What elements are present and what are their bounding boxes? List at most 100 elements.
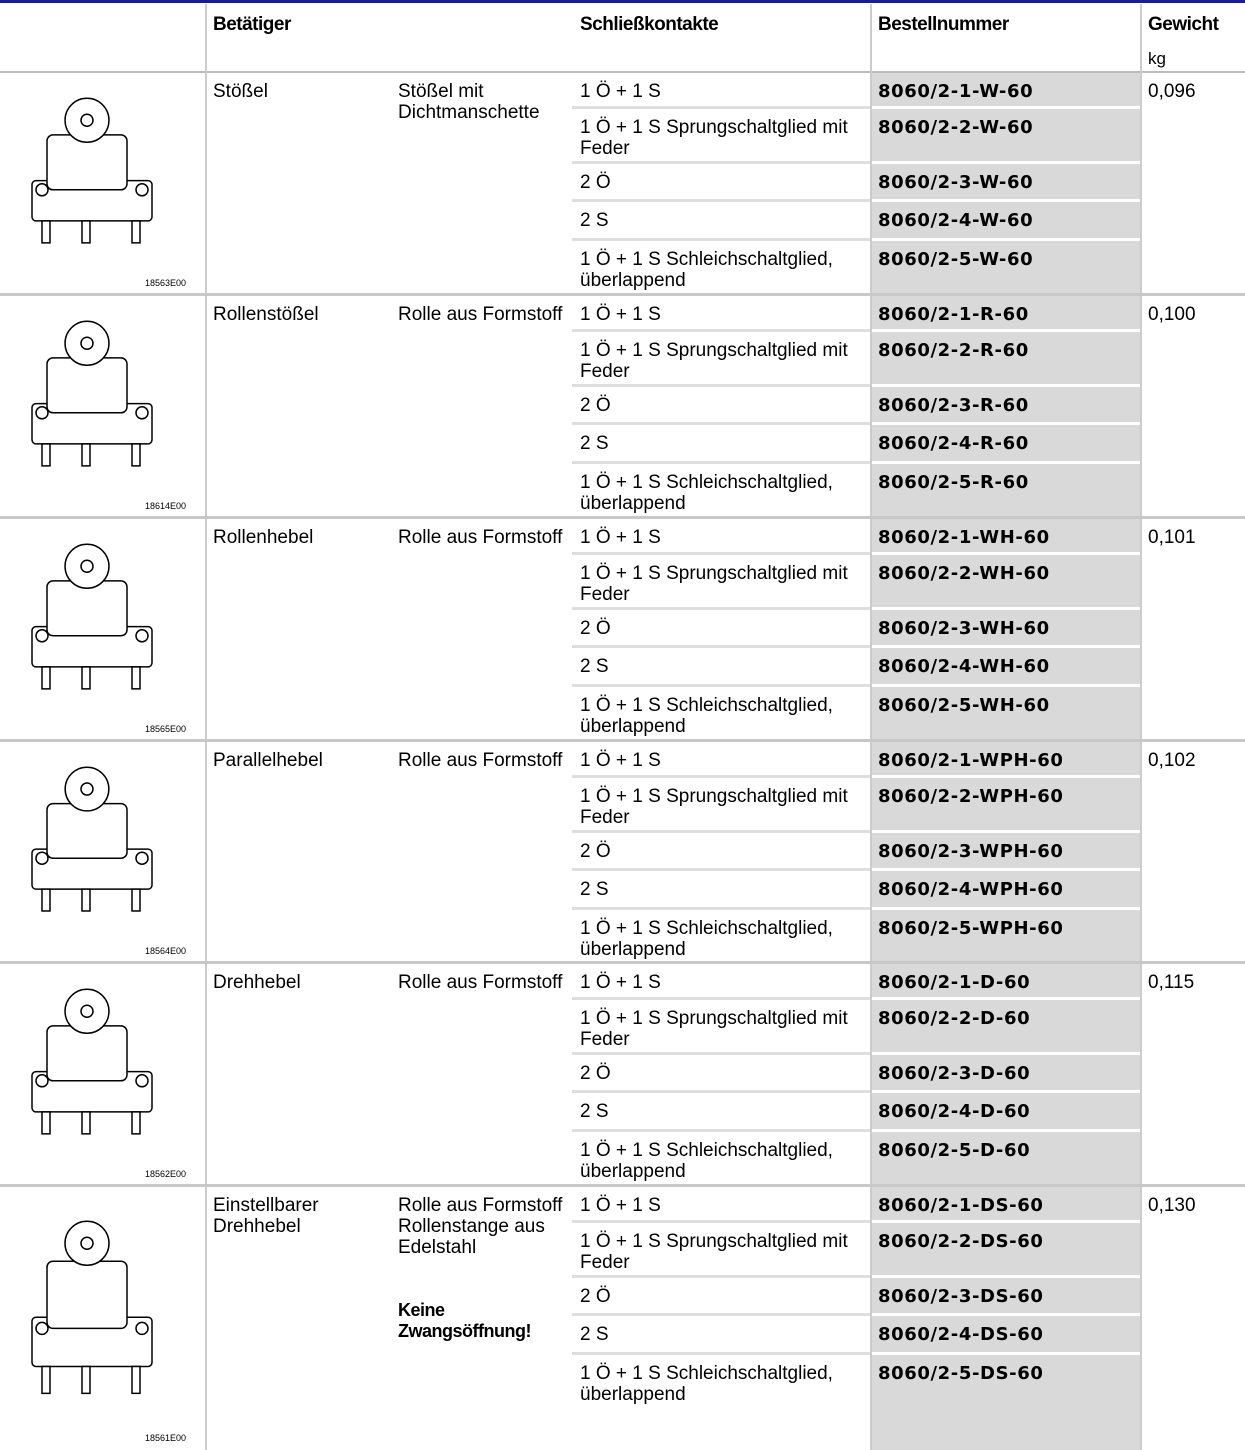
order-number: 8060/2-3-WPH-60 (870, 832, 1140, 862)
column-header: Gewicht (1140, 4, 1245, 35)
order-number: 8060/2-3-DS-60 (870, 1277, 1140, 1307)
contact: 1 Ö + 1 S Sprungschaltglied mit Feder (572, 999, 870, 1050)
order-number: 8060/2-3-D-60 (870, 1054, 1140, 1084)
contact: 2 Ö (572, 1277, 870, 1307)
weight: 0,102 (1140, 741, 1245, 771)
weight: 0,115 (1140, 963, 1245, 993)
contact: 2 Ö (572, 832, 870, 862)
order-number: 8060/2-4-WPH-60 (870, 870, 1140, 900)
contact: 1 Ö + 1 S (572, 295, 870, 325)
header-top-rule (0, 0, 1245, 3)
contact: 1 Ö + 1 S Schleichschaltglied, überlappe… (572, 1354, 870, 1405)
description: Rolle aus Formstoff Rollenstange aus Ede… (390, 1186, 572, 1258)
contact: 2 S (572, 1315, 870, 1345)
image-code: 18562E00 (145, 1164, 200, 1185)
product-illustration (12, 1194, 192, 1418)
warning: Keine Zwangsöffnung! (390, 1291, 572, 1342)
image-code: 18563E00 (145, 273, 200, 294)
order-number: 8060/2-1-DS-60 (870, 1186, 1140, 1216)
product-illustration (12, 80, 192, 263)
order-number: 8060/2-2-DS-60 (870, 1222, 1140, 1252)
order-number: 8060/2-2-W-60 (870, 108, 1140, 138)
order-number: 8060/2-2-D-60 (870, 999, 1140, 1029)
order-number: 8060/2-2-R-60 (870, 331, 1140, 361)
contact: 1 Ö + 1 S Schleichschaltglied, überlappe… (572, 240, 870, 291)
description: Stößel mit Dichtmanschette (390, 72, 572, 123)
image-code: 18565E00 (145, 719, 200, 740)
order-number: 8060/2-4-D-60 (870, 1092, 1140, 1122)
contact: 1 Ö + 1 S Schleichschaltglied, überlappe… (572, 909, 870, 960)
contact: 2 Ö (572, 609, 870, 639)
order-number: 8060/2-1-W-60 (870, 72, 1140, 102)
order-number: 8060/2-1-D-60 (870, 963, 1140, 993)
contact: 1 Ö + 1 S (572, 963, 870, 993)
contact: 1 Ö + 1 S (572, 1186, 870, 1216)
weight: 0,130 (1140, 1186, 1245, 1216)
actuator: Rollenstößel (205, 295, 390, 325)
contact: 2 Ö (572, 386, 870, 416)
contact: 1 Ö + 1 S Sprungschaltglied mit Feder (572, 331, 870, 382)
column-header: Betätiger (205, 4, 572, 35)
product-illustration (12, 749, 192, 931)
order-number: 8060/2-4-W-60 (870, 201, 1140, 231)
contact: 2 S (572, 201, 870, 231)
actuator: Stößel (205, 72, 390, 102)
contact: 2 S (572, 647, 870, 677)
order-number: 8060/2-4-WH-60 (870, 647, 1140, 677)
order-number: 8060/2-3-WH-60 (870, 609, 1140, 639)
order-number: 8060/2-5-DS-60 (870, 1354, 1140, 1384)
order-number: 8060/2-1-WH-60 (870, 518, 1140, 548)
order-number: 8060/2-4-R-60 (870, 424, 1140, 454)
product-illustration (12, 526, 192, 709)
order-number: 8060/2-2-WPH-60 (870, 777, 1140, 807)
contact: 1 Ö + 1 S Schleichschaltglied, überlappe… (572, 686, 870, 737)
description: Rolle aus Formstoff (390, 741, 572, 771)
image-code: 18564E00 (145, 941, 200, 962)
contact: 1 Ö + 1 S Sprungschaltglied mit Feder (572, 554, 870, 605)
weight: 0,101 (1140, 518, 1245, 548)
order-number: 8060/2-5-D-60 (870, 1131, 1140, 1161)
unit-label: kg (1140, 38, 1240, 69)
order-number: 8060/2-1-R-60 (870, 295, 1140, 325)
contact: 1 Ö + 1 S Sprungschaltglied mit Feder (572, 1222, 870, 1273)
order-number: 8060/2-5-WH-60 (870, 686, 1140, 716)
contact: 1 Ö + 1 S (572, 72, 870, 102)
order-number: 8060/2-3-R-60 (870, 386, 1140, 416)
contact: 2 S (572, 870, 870, 900)
contact: 1 Ö + 1 S Schleichschaltglied, überlappe… (572, 463, 870, 514)
weight: 0,096 (1140, 72, 1245, 102)
actuator: Parallelhebel (205, 741, 390, 771)
contact: 1 Ö + 1 S (572, 741, 870, 771)
description: Rolle aus Formstoff (390, 963, 572, 993)
description: Rolle aus Formstoff (390, 518, 572, 548)
contact: 1 Ö + 1 S Sprungschaltglied mit Feder (572, 108, 870, 159)
image-code: 18561E00 (145, 1428, 200, 1449)
image-code: 18614E00 (145, 496, 200, 517)
contact: 1 Ö + 1 S (572, 518, 870, 548)
order-number: 8060/2-3-W-60 (870, 163, 1140, 193)
order-number: 8060/2-5-W-60 (870, 240, 1140, 270)
contact: 1 Ö + 1 S Sprungschaltglied mit Feder (572, 777, 870, 828)
page: AusführungBetätigerSchließkontakteBestel… (0, 0, 1245, 1450)
column-header: Bestellnummer (870, 4, 1140, 35)
description: Rolle aus Formstoff (390, 295, 572, 325)
product-illustration (12, 971, 192, 1154)
contact: 2 Ö (572, 1054, 870, 1084)
order-number: 8060/2-2-WH-60 (870, 554, 1140, 584)
actuator: Rollenhebel (205, 518, 390, 548)
order-number: 8060/2-5-R-60 (870, 463, 1140, 493)
contact: 2 S (572, 424, 870, 454)
contact: 1 Ö + 1 S Schleichschaltglied, überlappe… (572, 1131, 870, 1182)
contact: 2 Ö (572, 163, 870, 193)
order-number: 8060/2-1-WPH-60 (870, 741, 1140, 771)
actuator: Einstellbarer Drehhebel (205, 1186, 390, 1237)
order-number: 8060/2-5-WPH-60 (870, 909, 1140, 939)
product-illustration (12, 303, 192, 486)
header-left-bg (0, 4, 205, 71)
column-rule (1140, 4, 1142, 1450)
contact: 2 S (572, 1092, 870, 1122)
column-header: Schließkontakte (572, 4, 870, 35)
weight: 0,100 (1140, 295, 1245, 325)
order-number: 8060/2-4-DS-60 (870, 1315, 1140, 1345)
actuator: Drehhebel (205, 963, 390, 993)
